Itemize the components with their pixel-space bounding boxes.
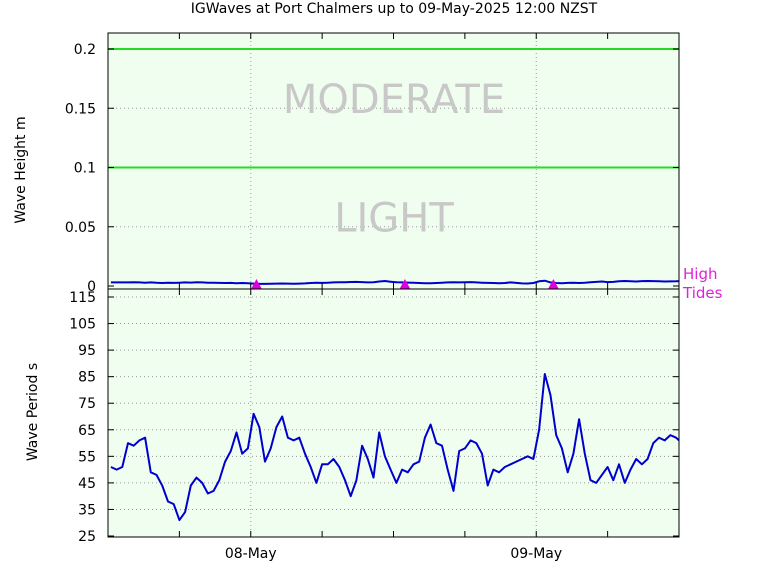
height-ytick-label: 0.15 xyxy=(65,101,96,117)
period-panel-bg xyxy=(108,289,679,537)
zone-label-light: LIGHT xyxy=(334,195,454,241)
zone-label-moderate: MODERATE xyxy=(283,77,505,123)
wave-period-line xyxy=(110,373,680,522)
height-axis-label: Wave Height m xyxy=(13,116,29,223)
height-ytick-label: 0.05 xyxy=(65,220,96,236)
period-ytick-label: 85 xyxy=(78,370,96,386)
period-ytick-label: 95 xyxy=(78,343,96,359)
high-tides-label-line1: High xyxy=(683,265,717,283)
period-ytick-label: 25 xyxy=(78,529,96,545)
period-axis-label: Wave Period s xyxy=(25,363,41,461)
x-axis-ticks: 08-May 09-May xyxy=(178,33,609,562)
x-tick-label: 09-May xyxy=(510,546,562,562)
chart-title: IGWaves at Port Chalmers up to 09-May-20… xyxy=(191,1,598,17)
wave-height-line xyxy=(110,279,680,285)
height-ytick-label: 0 xyxy=(87,279,96,295)
period-panel-frame xyxy=(107,288,680,538)
x-tick-label: 08-May xyxy=(225,546,277,562)
period-ytick-label: 65 xyxy=(78,423,96,439)
period-yticks: 25 35 45 55 65 75 85 95 105 115 xyxy=(69,290,679,545)
height-yticks: 0 0.05 0.1 0.15 0.2 xyxy=(65,42,679,295)
period-ytick-label: 35 xyxy=(78,502,96,518)
period-ytick-label: 115 xyxy=(69,290,96,306)
period-ytick-label: 55 xyxy=(78,449,96,465)
height-grid xyxy=(108,33,679,289)
period-grid xyxy=(108,289,679,537)
height-series xyxy=(110,279,680,285)
height-ytick-label: 0.1 xyxy=(74,161,96,177)
period-ytick-label: 105 xyxy=(69,317,96,333)
period-series xyxy=(110,373,680,522)
high-tides-label-line2: Tides xyxy=(682,284,723,302)
period-ytick-label: 75 xyxy=(78,396,96,412)
height-ytick-label: 0.2 xyxy=(74,42,96,58)
height-panel-bg xyxy=(108,33,679,289)
period-ytick-label: 45 xyxy=(78,476,96,492)
